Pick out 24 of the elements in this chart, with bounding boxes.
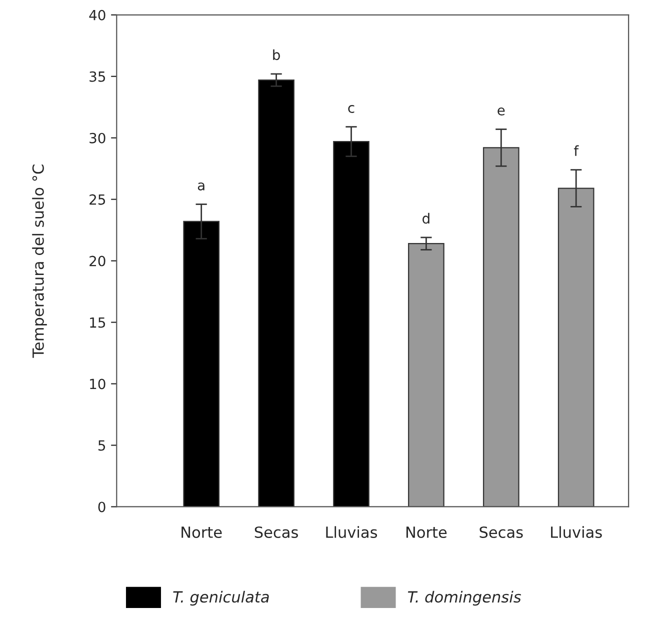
x-tick-label: Secas	[480, 526, 523, 538]
x-tick-label: Norte	[406, 526, 447, 538]
y-tick-label: 5	[98, 440, 106, 451]
data-label: c	[348, 105, 354, 113]
x-tick-label: Norte	[182, 526, 222, 538]
x-tick-label: Secas	[254, 526, 298, 538]
data-label: d	[422, 212, 430, 224]
y-tick-label: 25	[90, 194, 106, 205]
data-label: f	[574, 145, 579, 156]
data-label: e	[498, 107, 505, 116]
y-tick-label: 35	[90, 71, 106, 82]
legend-label: T. geniculata	[173, 590, 269, 606]
y-tick-label: 0	[98, 502, 106, 512]
x-tick-label: Lluvias	[326, 526, 378, 538]
y-tick-label: 15	[90, 317, 106, 328]
y-tick-label: 40	[89, 10, 106, 20]
y-tick-label: 10	[90, 378, 106, 390]
y-tick-label: 20	[90, 256, 106, 266]
y-tick-label: 30	[90, 132, 106, 144]
x-tick-label: Lluvias	[551, 526, 602, 538]
data-label: b	[273, 49, 280, 60]
legend-label: T. domingensis	[408, 590, 522, 606]
y-axis-title: Temperatura del suelo °C	[32, 164, 47, 358]
data-label: a	[198, 182, 204, 190]
